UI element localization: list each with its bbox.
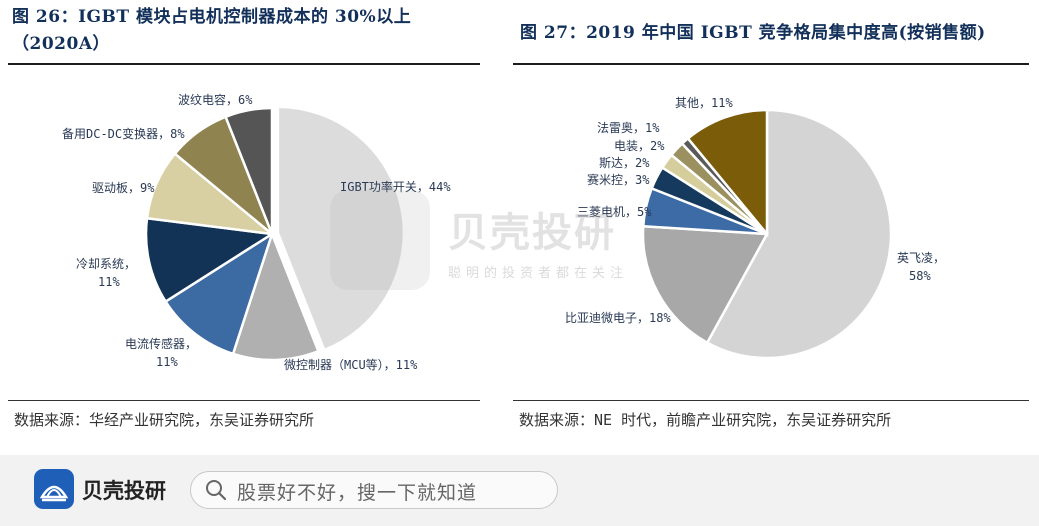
pie-slice-7 — [686, 108, 769, 238]
pie-slice-6 — [223, 106, 274, 235]
source-divider — [8, 400, 480, 401]
footer-bar: 贝壳投研 股票好不好，搜一下就知道 — [0, 455, 1039, 526]
slice-label-5: 备用DC-DC变换器，8% — [62, 126, 185, 141]
pie-slice-2 — [163, 231, 275, 356]
slice-label-2: 三菱电机，5% — [577, 205, 652, 219]
slice-label-6: 波纹电容，6% — [178, 92, 253, 107]
pie-chart-right: 英飞凌， 58% 比亚迪微电子，18% 三菱电机，5% 赛米控，3% 斯达，2% 电装，2%… — [565, 96, 945, 360]
slice-label-4: 驱动板，9% — [92, 181, 155, 195]
pie-slice-1 — [231, 230, 321, 362]
brand-name[interactable]: 贝壳投研 — [82, 479, 166, 503]
slice-label-2-value: 11% — [156, 355, 178, 369]
slice-label-1: 微控制器（MCU等），11% — [284, 358, 418, 372]
slice-label-3: 赛米控，3% — [587, 172, 650, 187]
slice-label-3-value: 11% — [98, 275, 120, 289]
slice-label-3: 冷却系统， — [76, 257, 136, 271]
search-placeholder: 股票好不好，搜一下就知道 — [237, 482, 478, 504]
chart-title-left: 图 26：IGBT 模块占电机控制器成本的 30%以上 （2020A） — [12, 4, 411, 58]
slice-label-0-value: 58% — [909, 269, 931, 283]
chart-title-left-line1: 图 26：IGBT 模块占电机控制器成本的 30%以上 — [12, 7, 412, 27]
slice-label-0: 英飞凌， — [897, 251, 945, 265]
pie-chart-left: IGBT功率开关，44% 微控制器（MCU等），11% 电流传感器， 11% 冷却系统，… — [62, 92, 451, 372]
right-chart-panel: 图 27：2019 年中国 IGBT 竞争格局集中度高(按销售额) 英飞凌， 58… — [505, 0, 1039, 455]
chart-title-left-line2: （2020A） — [12, 34, 111, 54]
slice-label-7: 其他，11% — [675, 96, 733, 110]
chart-title-right-line1: 图 27：2019 年中国 IGBT 竞争格局集中度高(按销售额) — [520, 23, 986, 43]
slice-label-6: 法雷奥，1% — [597, 121, 660, 135]
pie-slice-3 — [144, 216, 276, 304]
slice-label-4: 斯达，2% — [599, 156, 650, 170]
slice-label-5: 电装，2% — [614, 139, 665, 153]
pie-slice-1 — [641, 224, 770, 345]
source-note-left: 数据来源：华经产业研究院，东吴证券研究所 — [14, 411, 315, 429]
left-chart-panel: 图 26：IGBT 模块占电机控制器成本的 30%以上 （2020A） IGBT… — [0, 0, 490, 455]
brand-logo-icon[interactable] — [34, 469, 74, 509]
slice-label-1: 比亚迪微电子，18% — [565, 311, 671, 325]
slice-label-0: IGBT功率开关，44% — [340, 179, 451, 194]
pie-slice-0 — [705, 108, 893, 360]
source-note-right: 数据来源：NE 时代，前瞻产业研究院，东吴证券研究所 — [519, 411, 892, 429]
title-divider — [513, 63, 1029, 65]
slice-label-2: 电流传感器， — [125, 336, 197, 351]
pie-slice-0 — [276, 105, 406, 352]
title-divider — [8, 63, 480, 65]
search-icon[interactable] — [205, 479, 227, 501]
source-divider — [513, 400, 1029, 401]
search-input[interactable]: 股票好不好，搜一下就知道 — [190, 471, 558, 509]
chart-title-right: 图 27：2019 年中国 IGBT 竞争格局集中度高(按销售额) — [520, 20, 986, 47]
